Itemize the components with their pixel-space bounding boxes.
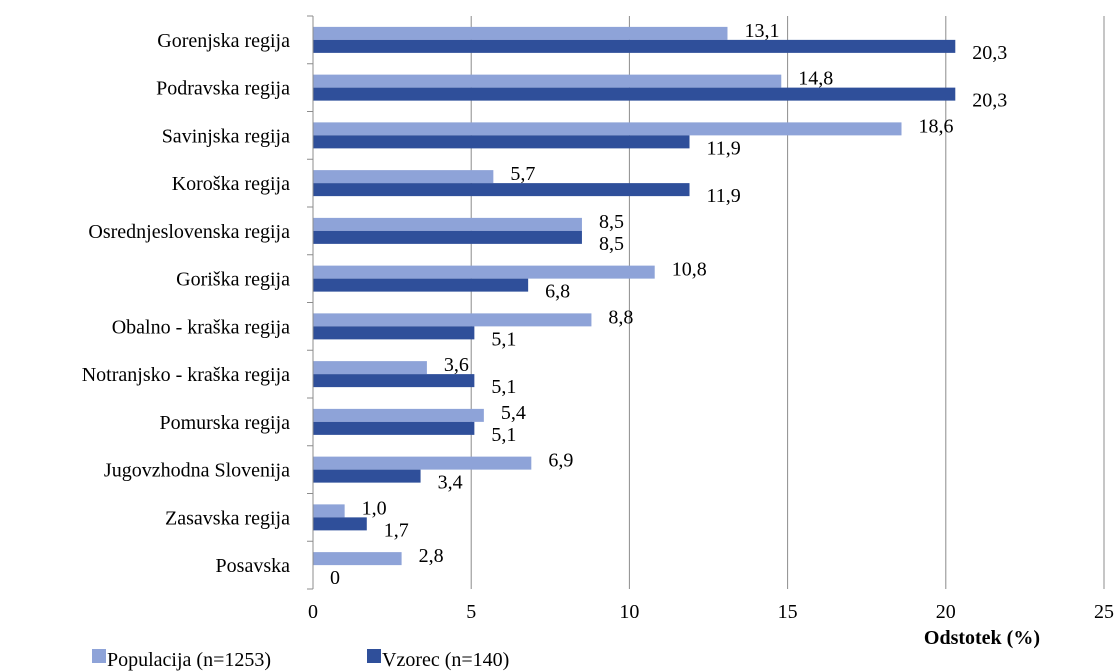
axes bbox=[307, 15, 314, 590]
data-label: 14,8 bbox=[798, 68, 833, 90]
bars bbox=[313, 26, 956, 566]
category-label: Posavska bbox=[216, 555, 291, 577]
category-label: Obalno - kraška regija bbox=[112, 316, 290, 338]
data-label: 0 bbox=[330, 567, 340, 589]
category-label: Pomurska regija bbox=[159, 412, 290, 434]
data-label: 5,1 bbox=[491, 328, 516, 350]
bar-vzorec bbox=[313, 135, 690, 149]
bar-populacija bbox=[313, 456, 532, 470]
bar-vzorec bbox=[313, 517, 367, 531]
bar-populacija bbox=[313, 408, 484, 422]
bar-vzorec bbox=[313, 421, 475, 435]
x-tick-label: 10 bbox=[619, 601, 639, 623]
bar-vzorec bbox=[313, 183, 690, 197]
bar-vzorec bbox=[313, 230, 582, 244]
legend-swatch-vzorec bbox=[367, 649, 381, 663]
category-label: Osrednjeslovenska regija bbox=[88, 221, 290, 243]
category-label: Notranjsko - kraška regija bbox=[82, 364, 290, 386]
data-label: 1,0 bbox=[362, 497, 387, 519]
bar-vzorec bbox=[313, 374, 475, 388]
data-labels: 13,1 20,3 14,8 20,3 18,6 11,9 5,7 11,9 8,58,5 10,… bbox=[330, 20, 1007, 589]
data-label: 8,5 bbox=[599, 211, 624, 233]
data-label: 3,4 bbox=[438, 472, 463, 494]
category-labels: Gorenjska regija Podravska regija Savinjsk… bbox=[82, 30, 290, 577]
data-label: 11,9 bbox=[707, 185, 741, 207]
category-label: Koroška regija bbox=[172, 173, 290, 195]
bar-populacija bbox=[313, 217, 582, 231]
bar-vzorec bbox=[313, 278, 529, 292]
bar-populacija bbox=[313, 74, 782, 88]
data-label: 10,8 bbox=[672, 259, 707, 281]
bar-vzorec bbox=[313, 39, 956, 53]
x-tick-label: 15 bbox=[778, 601, 798, 623]
legend-swatch-populacija bbox=[92, 649, 106, 663]
data-label: 8,8 bbox=[608, 306, 633, 328]
bar-populacija bbox=[313, 504, 345, 518]
bar-vzorec bbox=[313, 469, 421, 483]
x-tick-label: 20 bbox=[936, 601, 956, 623]
x-tick-label: 5 bbox=[466, 601, 476, 623]
x-tick-label: 25 bbox=[1094, 601, 1114, 623]
data-label: 20,3 bbox=[972, 42, 1007, 64]
bar-populacija bbox=[313, 361, 427, 375]
category-label: Podravska regija bbox=[156, 78, 290, 100]
tick-labels: 0 5 10 15 20 25 bbox=[308, 601, 1114, 623]
data-label: 8,5 bbox=[599, 233, 624, 255]
data-label: 3,6 bbox=[444, 354, 469, 376]
data-label: 6,9 bbox=[548, 450, 573, 472]
category-label: Savinjska regija bbox=[162, 125, 290, 147]
category-label: Zasavska regija bbox=[165, 507, 290, 529]
bar-vzorec bbox=[313, 326, 475, 340]
x-axis-title: Odstotek (%) bbox=[924, 627, 1040, 649]
legend-label: Vzorec (n=140) bbox=[382, 649, 509, 671]
data-label: 5,7 bbox=[510, 163, 535, 185]
bar-vzorec bbox=[313, 87, 956, 101]
gridlines bbox=[470, 16, 1105, 589]
data-label: 13,1 bbox=[744, 20, 779, 42]
data-label: 18,6 bbox=[919, 115, 954, 137]
data-label: 6,8 bbox=[545, 281, 570, 303]
data-label: 1,7 bbox=[384, 519, 409, 541]
data-label: 2,8 bbox=[419, 545, 444, 567]
category-label: Gorenjska regija bbox=[157, 30, 290, 52]
data-label: 5,4 bbox=[501, 402, 526, 424]
data-label: 5,1 bbox=[491, 424, 516, 446]
legend-label: Populacija (n=1253) bbox=[107, 649, 271, 671]
bar-populacija bbox=[313, 552, 402, 566]
data-label: 5,1 bbox=[491, 376, 516, 398]
legend: Populacija (n=1253) Vzorec (n=140) bbox=[92, 649, 509, 671]
bar-populacija bbox=[313, 313, 592, 327]
bar-populacija bbox=[313, 265, 655, 279]
data-label: 20,3 bbox=[972, 90, 1007, 112]
data-label: 11,9 bbox=[707, 137, 741, 159]
category-label: Jugovzhodna Slovenija bbox=[104, 460, 290, 482]
bar-populacija bbox=[313, 122, 902, 136]
x-tick-label: 0 bbox=[308, 601, 318, 623]
bar-populacija bbox=[313, 170, 494, 184]
bar-populacija bbox=[313, 26, 728, 40]
category-label: Goriška regija bbox=[176, 269, 290, 291]
